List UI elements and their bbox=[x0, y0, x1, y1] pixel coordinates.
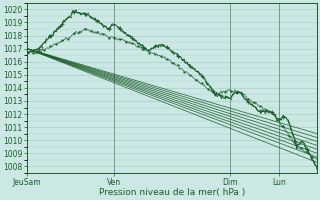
X-axis label: Pression niveau de la mer( hPa ): Pression niveau de la mer( hPa ) bbox=[99, 188, 245, 197]
